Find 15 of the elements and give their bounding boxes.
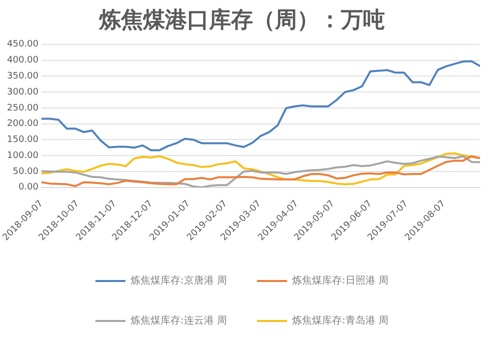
y-tick-label: 450.00 (6, 40, 39, 50)
y-tick-label: 50.00 (12, 166, 39, 177)
legend-label: 炼焦煤库存:京唐港 周 (130, 274, 228, 287)
y-tick-label: 100.00 (6, 150, 39, 161)
legend-label: 炼焦煤库存:连云港 周 (130, 314, 228, 327)
y-tick-label: 300.00 (6, 87, 39, 98)
y-tick-label: 400.00 (6, 56, 39, 66)
y-tick-label: 250.00 (6, 103, 39, 114)
y-tick-label: 200.00 (6, 119, 39, 130)
legend-label: 炼焦煤库存:日照港 周 (292, 274, 389, 287)
y-tick-label: 0.00 (18, 182, 39, 193)
legend-label: 炼焦煤库存:青岛港 周 (292, 314, 389, 327)
y-tick-label: 350.00 (6, 72, 39, 82)
y-tick-label: 150.00 (6, 135, 39, 146)
chart-title: 炼焦煤港口库存（周）：万吨 (98, 6, 385, 33)
